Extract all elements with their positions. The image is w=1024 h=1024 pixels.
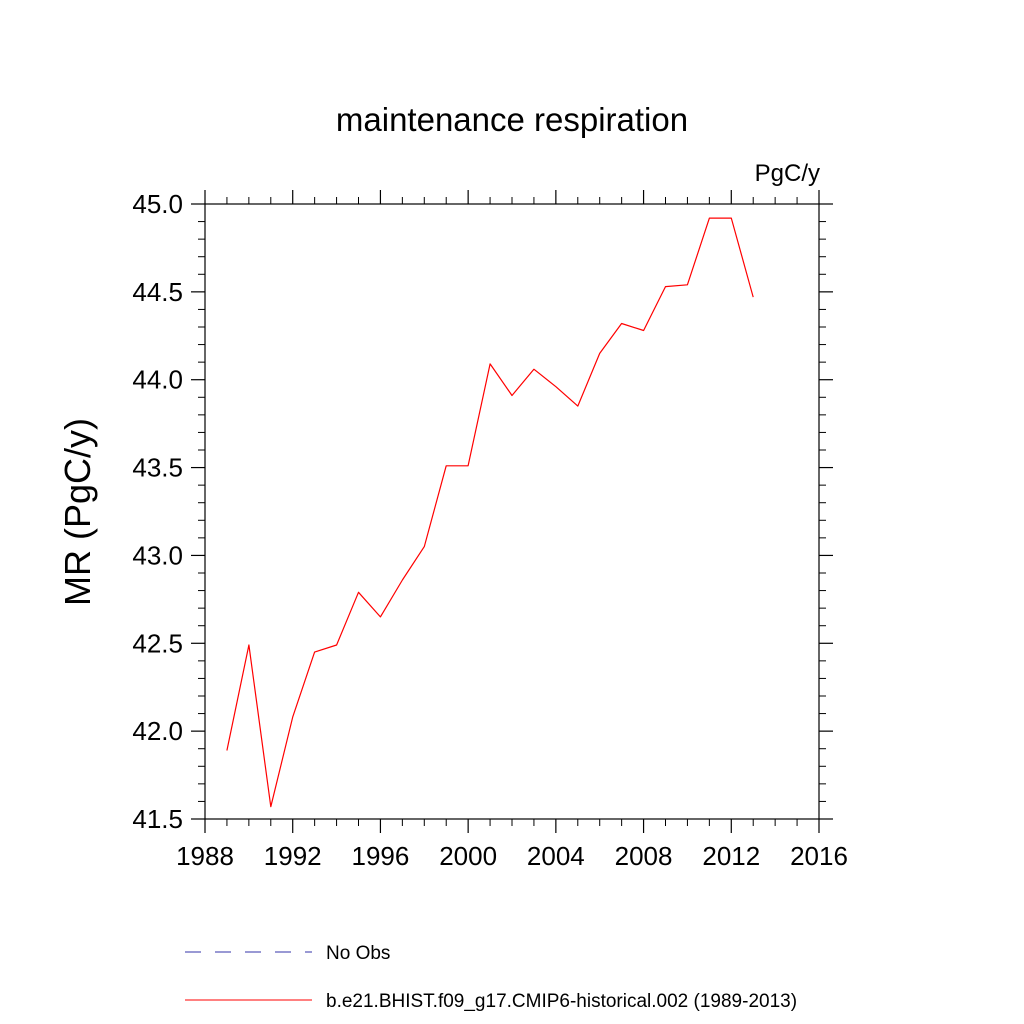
- legend-label: b.e21.BHIST.f09_g17.CMIP6-historical.002…: [326, 991, 797, 1012]
- y-tick-label: 42.0: [132, 716, 183, 746]
- x-tick-label: 1996: [352, 841, 410, 871]
- y-tick-label: 42.5: [132, 628, 183, 658]
- y-tick-label: 45.0: [132, 189, 183, 219]
- x-tick-label: 2008: [615, 841, 673, 871]
- series-line: [226, 217, 754, 808]
- y-axis-label: MR (PgC/y): [57, 418, 98, 606]
- plot-frame: [204, 203, 820, 820]
- legend: No Obs b.e21.BHIST.f09_g17.CMIP6-historic…: [185, 943, 797, 1012]
- y-tick-label: 41.5: [132, 804, 183, 834]
- x-tick-label: 2012: [702, 841, 760, 871]
- y-tick-label: 43.0: [132, 540, 183, 570]
- axis-tick-labels: 1988 1992 1996 2000 2004 2008 2012 2016 41.5 42.0…: [132, 189, 848, 871]
- axis-ticks: [191, 190, 833, 833]
- y-tick-label: 44.5: [132, 277, 183, 307]
- x-tick-label: 1992: [264, 841, 322, 871]
- units-label: PgC/y: [755, 160, 820, 187]
- y-tick-label: 43.5: [132, 453, 183, 483]
- x-tick-label: 1988: [176, 841, 234, 871]
- legend-label: No Obs: [326, 943, 390, 964]
- y-tick-label: 44.0: [132, 365, 183, 395]
- x-tick-label: 2004: [527, 841, 585, 871]
- series-layer: [226, 217, 754, 808]
- chart-title: maintenance respiration: [336, 101, 688, 138]
- x-tick-label: 2000: [439, 841, 497, 871]
- plot-area: 1988 1992 1996 2000 2004 2008 2012 2016 41.5 42.0…: [132, 189, 848, 871]
- x-tick-label: 2016: [790, 841, 848, 871]
